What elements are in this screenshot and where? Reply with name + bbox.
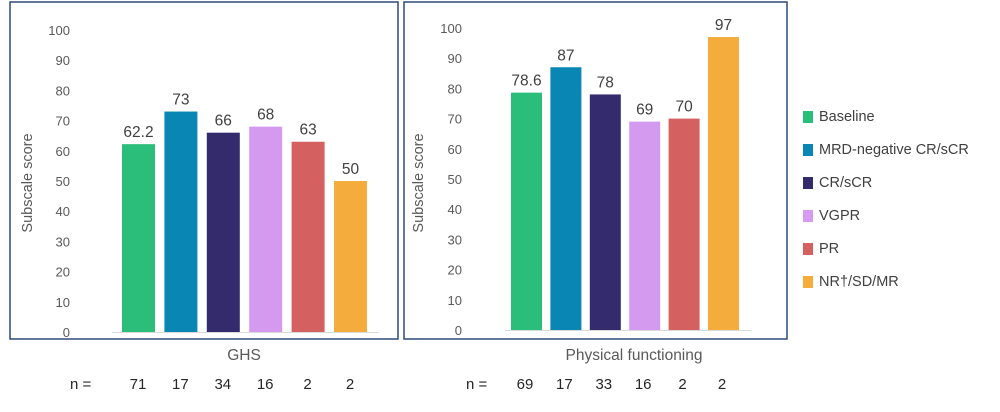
panel-frame bbox=[403, 1, 788, 340]
bar bbox=[291, 141, 325, 332]
y-tick-label: 10 bbox=[56, 295, 70, 310]
n-value: 17 bbox=[172, 376, 189, 393]
n-value: 2 bbox=[718, 376, 726, 393]
y-tick-label: 0 bbox=[63, 325, 70, 340]
data-label: 73 bbox=[172, 92, 189, 109]
y-tick-label: 100 bbox=[440, 21, 462, 36]
y-tick-label: 90 bbox=[56, 53, 70, 68]
data-label: 63 bbox=[299, 122, 316, 139]
bar bbox=[629, 121, 661, 331]
n-value: 2 bbox=[303, 376, 311, 393]
data-label: 78.6 bbox=[511, 73, 541, 90]
bar bbox=[334, 181, 367, 332]
n-value: 2 bbox=[678, 376, 686, 393]
y-tick-label: 10 bbox=[448, 293, 462, 308]
legend-label: VGPR bbox=[819, 207, 861, 224]
data-label: 66 bbox=[215, 113, 232, 130]
legend: Baseline MRD-negative CR/sCR CR/sCR VGPR… bbox=[803, 100, 998, 298]
legend-label: Baseline bbox=[819, 108, 875, 125]
n-value: 33 bbox=[595, 376, 612, 393]
legend-swatch bbox=[803, 110, 813, 123]
legend-item-mrd-negative: MRD-negative CR/sCR bbox=[803, 133, 998, 166]
x-axis-label: Physical functioning bbox=[566, 347, 703, 364]
n-label: n = bbox=[466, 376, 488, 393]
bar bbox=[668, 118, 700, 330]
legend-label: CR/sCR bbox=[819, 174, 873, 191]
n-value: 34 bbox=[214, 376, 231, 393]
data-label: 50 bbox=[342, 161, 360, 178]
bar bbox=[164, 111, 198, 332]
data-label: 78 bbox=[597, 74, 614, 91]
data-label: 62.2 bbox=[123, 124, 153, 141]
y-tick-label: 30 bbox=[56, 234, 70, 249]
data-label: 87 bbox=[557, 47, 574, 64]
y-tick-label: 40 bbox=[448, 202, 462, 217]
n-value: 16 bbox=[635, 376, 652, 393]
legend-swatch bbox=[803, 275, 813, 288]
bar bbox=[589, 94, 621, 330]
n-value: 69 bbox=[517, 376, 534, 393]
legend-item-baseline: Baseline bbox=[803, 100, 998, 133]
bar bbox=[511, 92, 542, 331]
data-label: 70 bbox=[675, 99, 693, 116]
bar bbox=[550, 67, 582, 330]
y-tick-label: 90 bbox=[448, 51, 462, 66]
y-tick-label: 20 bbox=[448, 263, 462, 278]
x-axis-label: GHS bbox=[227, 347, 261, 364]
bar bbox=[206, 132, 240, 332]
y-axis-label: Subscale score bbox=[411, 133, 427, 232]
panel-frame bbox=[9, 1, 399, 340]
y-tick-label: 0 bbox=[455, 323, 462, 338]
y-axis-label: Subscale score bbox=[20, 133, 36, 232]
legend-swatch bbox=[803, 176, 813, 189]
y-tick-label: 70 bbox=[56, 114, 70, 129]
y-tick-label: 40 bbox=[56, 204, 70, 219]
legend-swatch bbox=[803, 209, 813, 222]
data-label: 68 bbox=[257, 107, 274, 124]
legend-swatch bbox=[803, 143, 813, 156]
legend-label: PR bbox=[819, 240, 840, 257]
y-tick-label: 80 bbox=[56, 83, 70, 98]
y-tick-label: 30 bbox=[448, 232, 462, 247]
bar bbox=[708, 37, 739, 331]
n-value: 71 bbox=[130, 376, 147, 393]
n-value: 16 bbox=[257, 376, 274, 393]
bar bbox=[249, 126, 283, 332]
y-tick-label: 80 bbox=[448, 81, 462, 96]
legend-item-vgpr: VGPR bbox=[803, 199, 998, 232]
y-tick-label: 60 bbox=[448, 142, 462, 157]
n-label: n = bbox=[70, 376, 92, 393]
y-tick-label: 100 bbox=[48, 23, 70, 38]
n-value: 2 bbox=[346, 376, 354, 393]
legend-label: MRD-negative CR/sCR bbox=[819, 141, 969, 158]
y-tick-label: 60 bbox=[56, 144, 70, 159]
y-tick-label: 20 bbox=[56, 265, 70, 280]
data-label: 97 bbox=[715, 17, 732, 34]
y-tick-label: 50 bbox=[56, 174, 70, 189]
y-tick-label: 70 bbox=[448, 112, 462, 127]
legend-item-nr-sd-mr: NR†/SD/MR bbox=[803, 265, 998, 298]
bar bbox=[122, 144, 155, 332]
y-tick-label: 50 bbox=[448, 172, 462, 187]
legend-item-pr: PR bbox=[803, 232, 998, 265]
n-value: 17 bbox=[556, 376, 573, 393]
legend-swatch bbox=[803, 242, 813, 255]
legend-label: NR†/SD/MR bbox=[819, 273, 899, 290]
legend-item-cr-scr: CR/sCR bbox=[803, 166, 998, 199]
data-label: 69 bbox=[636, 102, 653, 119]
